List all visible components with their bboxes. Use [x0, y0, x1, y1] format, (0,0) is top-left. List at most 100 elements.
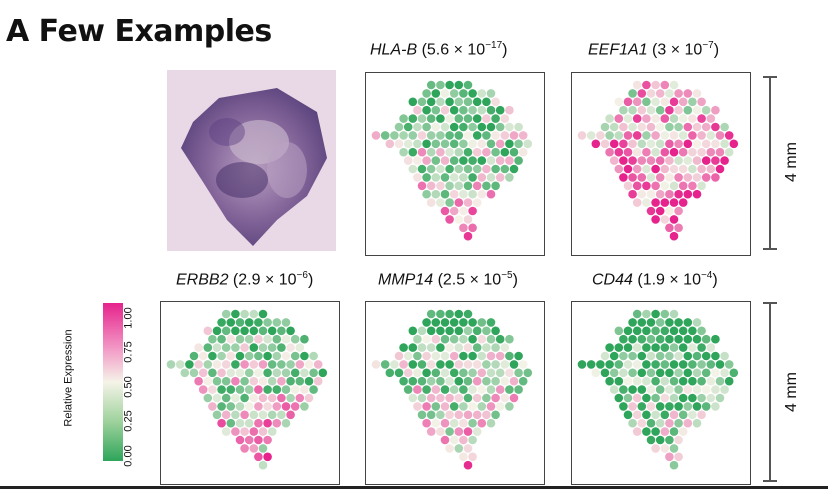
expression-spot [408, 393, 418, 403]
expression-spot [408, 97, 418, 107]
expression-spot [203, 393, 213, 403]
expression-spot [468, 139, 477, 149]
expression-spot [491, 147, 500, 157]
expression-spot [642, 198, 651, 207]
expression-spot [711, 368, 720, 378]
expression-spot [413, 156, 422, 165]
expression-spot [632, 181, 642, 191]
expression-spot [449, 334, 459, 344]
expression-spot [642, 326, 651, 336]
expression-spot [651, 326, 660, 336]
expression-spot [249, 309, 259, 319]
expression-spot [715, 393, 725, 403]
expression-spot [591, 139, 601, 149]
expression-spot [468, 223, 477, 233]
expression-spot [436, 80, 445, 90]
expression-spot [674, 334, 683, 344]
expression-spot [486, 385, 496, 394]
expression-spot [226, 402, 236, 411]
expression-spot [468, 105, 477, 115]
expression-spot [194, 343, 203, 352]
expression-spot [217, 334, 226, 344]
expression-spot [669, 343, 679, 352]
expression-spot [422, 385, 431, 394]
expression-spot [674, 435, 683, 445]
expression-spot [226, 385, 236, 394]
expression-spot [221, 326, 231, 336]
expression-spot [642, 114, 651, 123]
expression-spot [500, 376, 510, 386]
expression-spot [683, 89, 693, 98]
expression-spot [509, 393, 519, 403]
expression-spot [619, 334, 628, 344]
expression-spot [701, 173, 711, 182]
expression-spot [263, 351, 272, 361]
expression-spot [646, 139, 656, 149]
expression-spot [463, 131, 473, 140]
expression-spot [491, 376, 500, 386]
expression-spot [300, 334, 309, 344]
expression-spot [486, 156, 496, 165]
expression-spot [309, 368, 318, 378]
expression-spot [623, 131, 633, 140]
expression-spot [413, 385, 422, 394]
expression-spot [651, 97, 660, 107]
expression-spot [651, 114, 660, 123]
expression-spot [651, 427, 660, 436]
expression-spot [586, 131, 596, 140]
expression-spot [669, 326, 679, 336]
expression-spot [683, 368, 693, 378]
expression-spot [454, 360, 464, 369]
expression-spot [688, 147, 697, 157]
expression-spot [674, 206, 683, 216]
expression-spot [628, 318, 637, 327]
expression-spot [313, 376, 323, 386]
expression-spot [426, 410, 436, 420]
expression-spot [477, 139, 487, 149]
expression-spot [390, 360, 399, 369]
expression-spot [655, 189, 665, 199]
expression-spot [281, 402, 291, 411]
expression-spot [198, 385, 208, 394]
expression-spot [300, 351, 309, 361]
expression-spot [637, 122, 647, 132]
expression-spot [221, 393, 231, 403]
expression-spot [701, 156, 711, 165]
expression-spot [449, 173, 459, 182]
expression-spot [632, 97, 642, 107]
expression-spot [240, 309, 249, 319]
expression-spot [651, 410, 660, 420]
expression-spot [286, 343, 295, 352]
expression-spot [431, 139, 441, 149]
expression-spot [637, 173, 647, 182]
expression-spot [267, 326, 277, 336]
expression-spot [711, 139, 720, 149]
expression-spot [309, 351, 318, 361]
scale-label-top: 4 mm [783, 142, 800, 182]
expression-spot [646, 206, 656, 216]
expression-spot [231, 360, 240, 369]
expression-spot [417, 147, 427, 157]
expression-spot [655, 105, 665, 115]
expression-spot [706, 360, 716, 369]
expression-spot [422, 189, 431, 199]
expression-spot [463, 147, 473, 157]
expression-spot [226, 318, 236, 327]
expression-spot [724, 360, 734, 369]
expression-spot [706, 114, 716, 123]
expression-spot [697, 326, 706, 336]
expression-spot [660, 376, 670, 386]
legend-tick-025: 0.25 [122, 410, 135, 432]
expression-spot [706, 164, 716, 174]
expression-spot [665, 368, 674, 378]
expression-spot [683, 418, 693, 428]
expression-spot [518, 131, 528, 140]
expression-spot [281, 334, 291, 344]
expression-spot [459, 206, 468, 216]
expression-spot [472, 181, 482, 191]
expression-spot [249, 343, 259, 352]
expression-spot [600, 351, 610, 361]
expression-spot [254, 435, 263, 445]
expression-spot [217, 418, 226, 428]
expression-spot [459, 173, 468, 182]
